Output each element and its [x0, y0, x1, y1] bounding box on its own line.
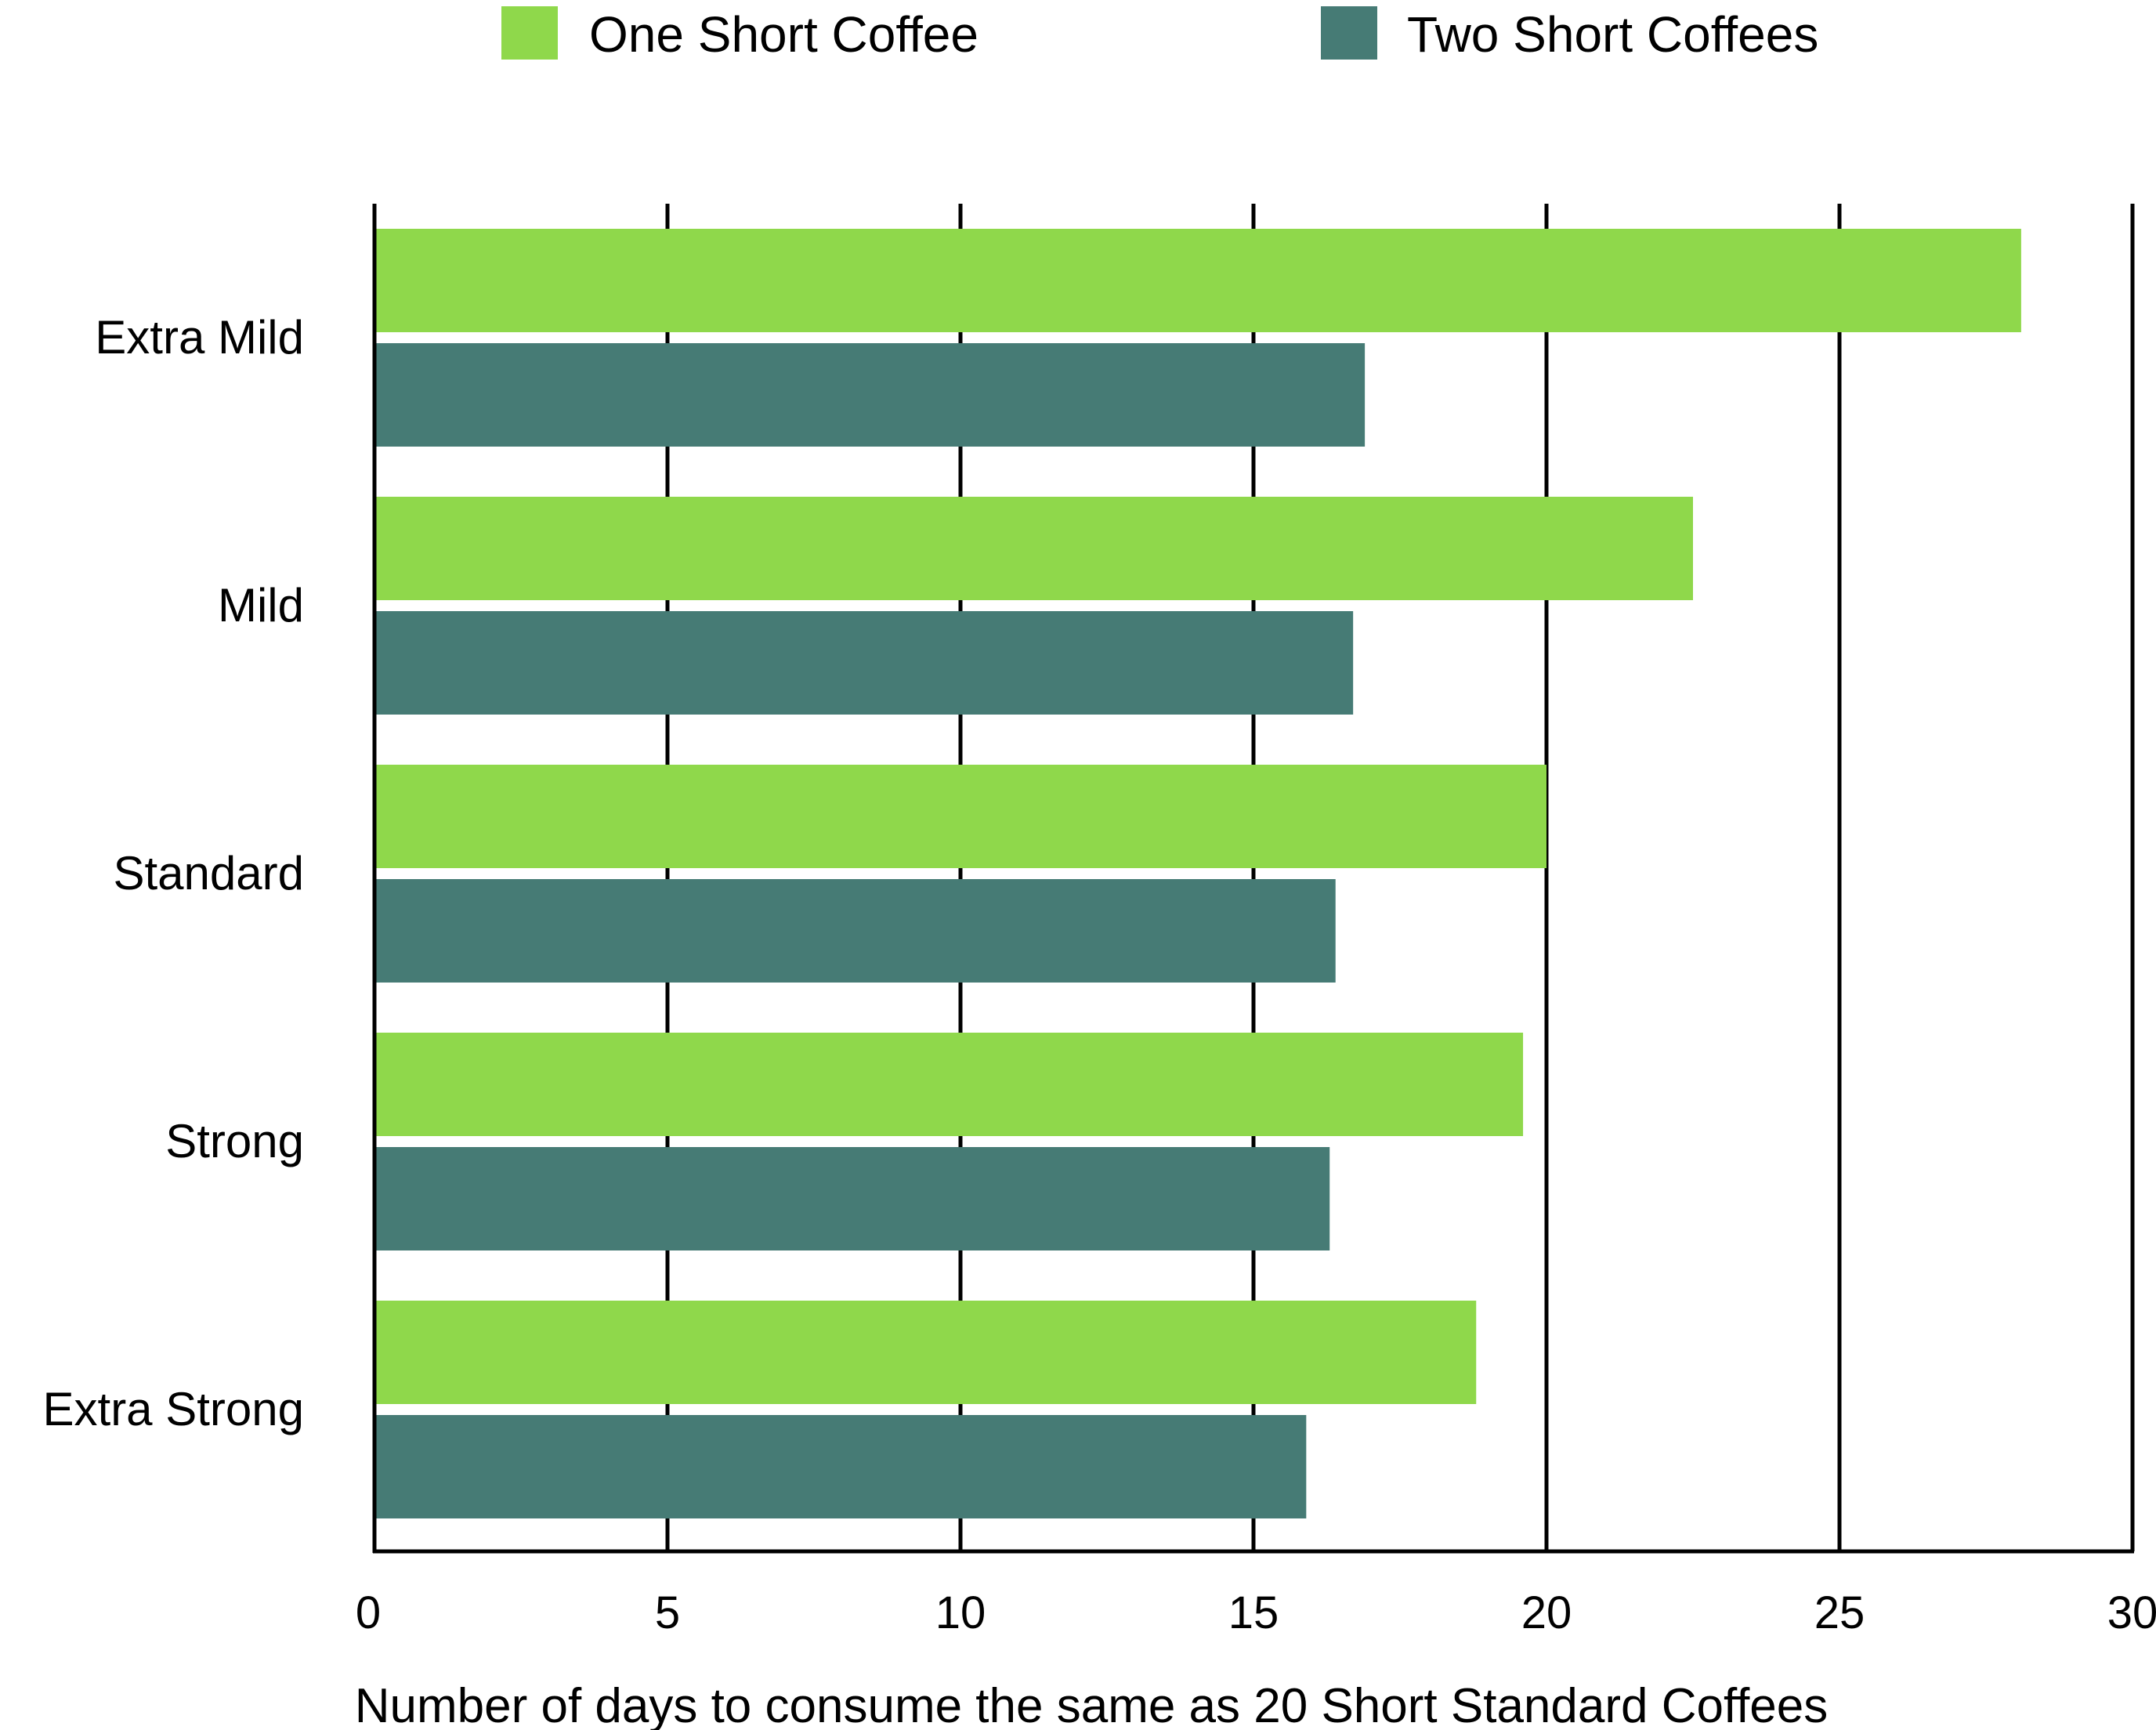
bar-one-strong [374, 1033, 1524, 1136]
category-label-extra-strong: Extra Strong [43, 1383, 305, 1435]
category-label-mild: Mild [218, 579, 304, 632]
legend-swatch-two [1321, 6, 1377, 60]
legend-label-one: One Short Coffee [589, 6, 979, 63]
x-tick-label-0: 0 [356, 1587, 381, 1638]
legend-label-two: Two Short Coffees [1407, 6, 1818, 63]
x-tick-label-25: 25 [1814, 1587, 1865, 1638]
category-label-extra-mild: Extra Mild [95, 311, 304, 364]
x-tick-label-15: 15 [1228, 1587, 1279, 1638]
x-tick-label-20: 20 [1521, 1587, 1572, 1638]
bar-one-standard [374, 765, 1546, 868]
bar-two-extra-strong [374, 1415, 1307, 1518]
legend: One Short Coffee Two Short Coffees [501, 6, 1818, 63]
category-label-strong: Strong [165, 1115, 304, 1167]
bar-two-strong [374, 1147, 1330, 1250]
x-tick-label-5: 5 [655, 1587, 680, 1638]
bar-one-mild [374, 497, 1693, 600]
bars [374, 229, 2021, 1518]
bar-two-extra-mild [374, 343, 1366, 447]
x-axis-title: Number of days to consume the same as 20… [355, 1679, 1829, 1730]
bar-one-extra-mild [374, 229, 2021, 332]
legend-swatch-one [501, 6, 558, 60]
bar-two-mild [374, 611, 1354, 715]
category-label-standard: Standard [113, 847, 304, 899]
x-tick-label-10: 10 [935, 1587, 986, 1638]
bar-one-extra-strong [374, 1301, 1477, 1404]
x-tick-label-30: 30 [2107, 1587, 2156, 1638]
bar-two-standard [374, 879, 1336, 983]
x-axis: 0 5 10 15 20 25 30 [356, 1549, 2156, 1638]
y-axis: Extra Mild Mild Standard Strong Extra Strong [43, 204, 377, 1553]
